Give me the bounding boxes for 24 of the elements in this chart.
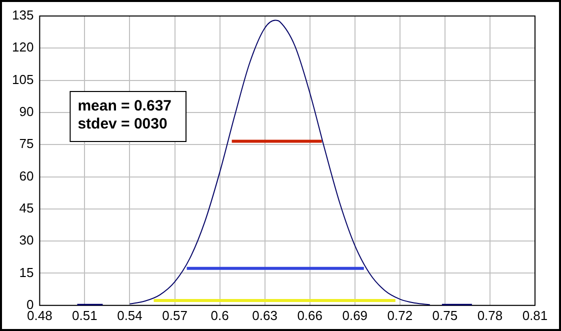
- y-tick-label: 45: [19, 200, 34, 216]
- x-tick-label: 0.81: [522, 308, 548, 323]
- y-tick-label: 30: [19, 232, 34, 248]
- x-tick-label: 0.72: [387, 308, 413, 323]
- annotation: stdev = 0030: [78, 116, 168, 133]
- x-tick-label: 0.6: [210, 308, 229, 323]
- line-series: [129, 20, 430, 306]
- y-tick-label: 60: [19, 168, 34, 184]
- y-tick-label: 135: [12, 8, 34, 23]
- y-tick-label: 120: [12, 40, 34, 55]
- x-tick-label: 0.63: [252, 308, 278, 323]
- x-tick-label: 0.66: [297, 308, 323, 323]
- x-tick-label: 0.57: [162, 308, 188, 323]
- x-tick-label: 0.51: [72, 308, 98, 323]
- y-tick-label: 75: [19, 136, 34, 152]
- annotation: mean = 0.637: [78, 98, 172, 115]
- x-tick-label: 0.69: [342, 308, 368, 323]
- y-tick-label: 0: [26, 296, 34, 312]
- x-tick-label: 0.78: [477, 308, 503, 323]
- y-tick-label: 90: [19, 104, 34, 120]
- y-tick-label: 105: [12, 72, 34, 87]
- x-tick-label: 0.75: [432, 308, 458, 323]
- x-tick-label: 0.54: [117, 308, 142, 323]
- y-tick-label: 15: [19, 264, 34, 280]
